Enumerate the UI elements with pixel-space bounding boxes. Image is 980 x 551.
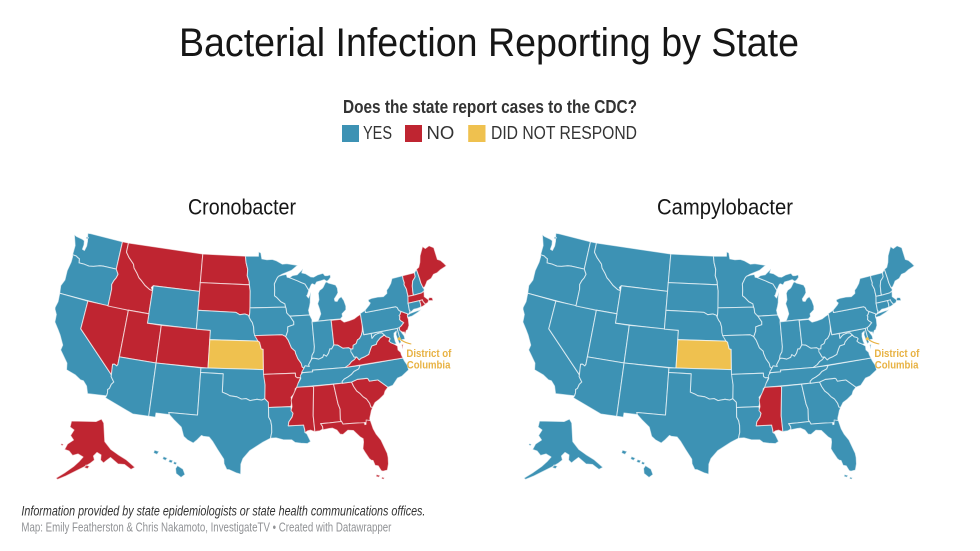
svg-text:Campylobacter: Campylobacter — [657, 194, 793, 219]
svg-text:Map: Emily Featherston & Chris: Map: Emily Featherston & Chris Nakamoto,… — [21, 521, 391, 535]
svg-text:YES: YES — [363, 123, 392, 143]
svg-text:Columbia: Columbia — [407, 360, 451, 372]
svg-text:District of: District of — [874, 348, 919, 360]
svg-text:NO: NO — [427, 123, 455, 143]
svg-text:DID NOT RESPOND: DID NOT RESPOND — [491, 123, 637, 143]
svg-text:Bacterial Infection Reporting: Bacterial Infection Reporting by State — [179, 21, 799, 65]
svg-text:Columbia: Columbia — [875, 360, 919, 372]
svg-text:Cronobacter: Cronobacter — [188, 194, 296, 219]
svg-text:District of: District of — [406, 348, 451, 360]
svg-text:Does the state report cases to: Does the state report cases to the CDC? — [343, 97, 637, 117]
svg-text:Information provided by state: Information provided by state epidemiolo… — [21, 504, 425, 519]
